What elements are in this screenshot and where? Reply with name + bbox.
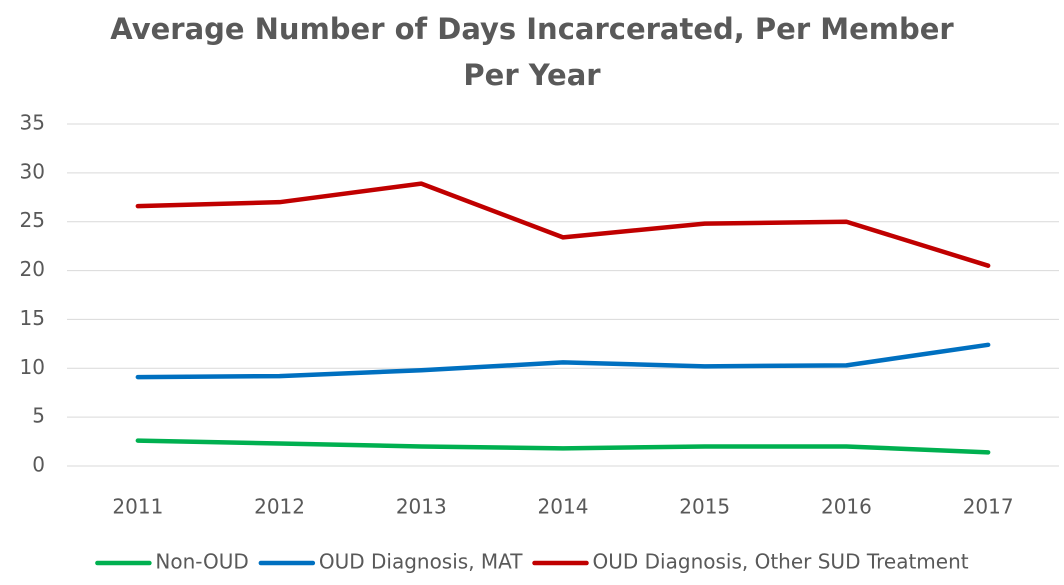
series-line [135,438,991,455]
y-tick-label: 25 [20,208,45,232]
y-tick-label: 35 [20,111,45,135]
x-tick-label: 2013 [396,495,447,519]
x-tick-label: 2014 [538,495,589,519]
y-tick-label: 10 [20,355,45,379]
x-tick-label: 2017 [963,495,1014,519]
legend-label: OUD Diagnosis, Other SUD Treatment [593,550,969,574]
x-tick-label: 2015 [679,495,730,519]
y-tick-label: 20 [20,257,45,281]
y-tick-label: 5 [32,404,45,428]
y-tick-label: 15 [20,306,45,330]
series-line [135,181,991,268]
chart-title: Average Number of Days Incarcerated, Per… [110,12,954,92]
y-tick-label: 0 [32,453,45,477]
legend-label: OUD Diagnosis, MAT [319,550,523,574]
legend-label: Non-OUD [155,550,248,574]
x-tick-label: 2011 [112,495,163,519]
x-tick-label: 2012 [254,495,305,519]
x-tick-label: 2016 [821,495,872,519]
series-line [135,342,991,380]
y-tick-label: 30 [20,159,45,183]
